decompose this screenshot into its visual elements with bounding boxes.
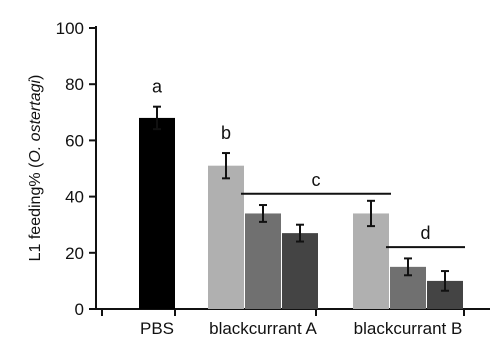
bar bbox=[282, 233, 318, 309]
bar bbox=[245, 213, 281, 309]
bar bbox=[208, 165, 244, 309]
y-axis-title-species: O. ostertagi bbox=[27, 80, 44, 163]
svg-text:L1 feeding% (O. ostertagi): L1 feeding% (O. ostertagi) bbox=[27, 75, 44, 262]
x-category-label: blackcurrant A bbox=[209, 319, 317, 338]
y-tick-label: 20 bbox=[65, 244, 84, 263]
y-tick-label: 60 bbox=[65, 131, 84, 150]
y-axis-title: L1 feeding% (O. ostertagi) bbox=[27, 75, 44, 262]
significance-label: a bbox=[152, 77, 163, 97]
significance-label: b bbox=[221, 123, 231, 143]
y-tick-label: 40 bbox=[65, 188, 84, 207]
bar bbox=[139, 117, 175, 309]
y-tick-label: 100 bbox=[56, 19, 84, 38]
x-category-label: PBS bbox=[140, 319, 174, 338]
y-tick-label: 80 bbox=[65, 75, 84, 94]
y-axis-title-text: L1 feeding% ( bbox=[27, 162, 44, 261]
significance-label: d bbox=[420, 223, 430, 243]
plot-area: 0 20 40 60 80 100 PBS blackcurrant A blackcurran… bbox=[56, 19, 490, 338]
significance-label: c bbox=[312, 170, 321, 190]
y-tick-label: 0 bbox=[75, 300, 84, 319]
bar bbox=[353, 213, 389, 309]
x-category-label: blackcurrant B bbox=[354, 319, 463, 338]
y-axis-title-close: ) bbox=[27, 75, 44, 80]
